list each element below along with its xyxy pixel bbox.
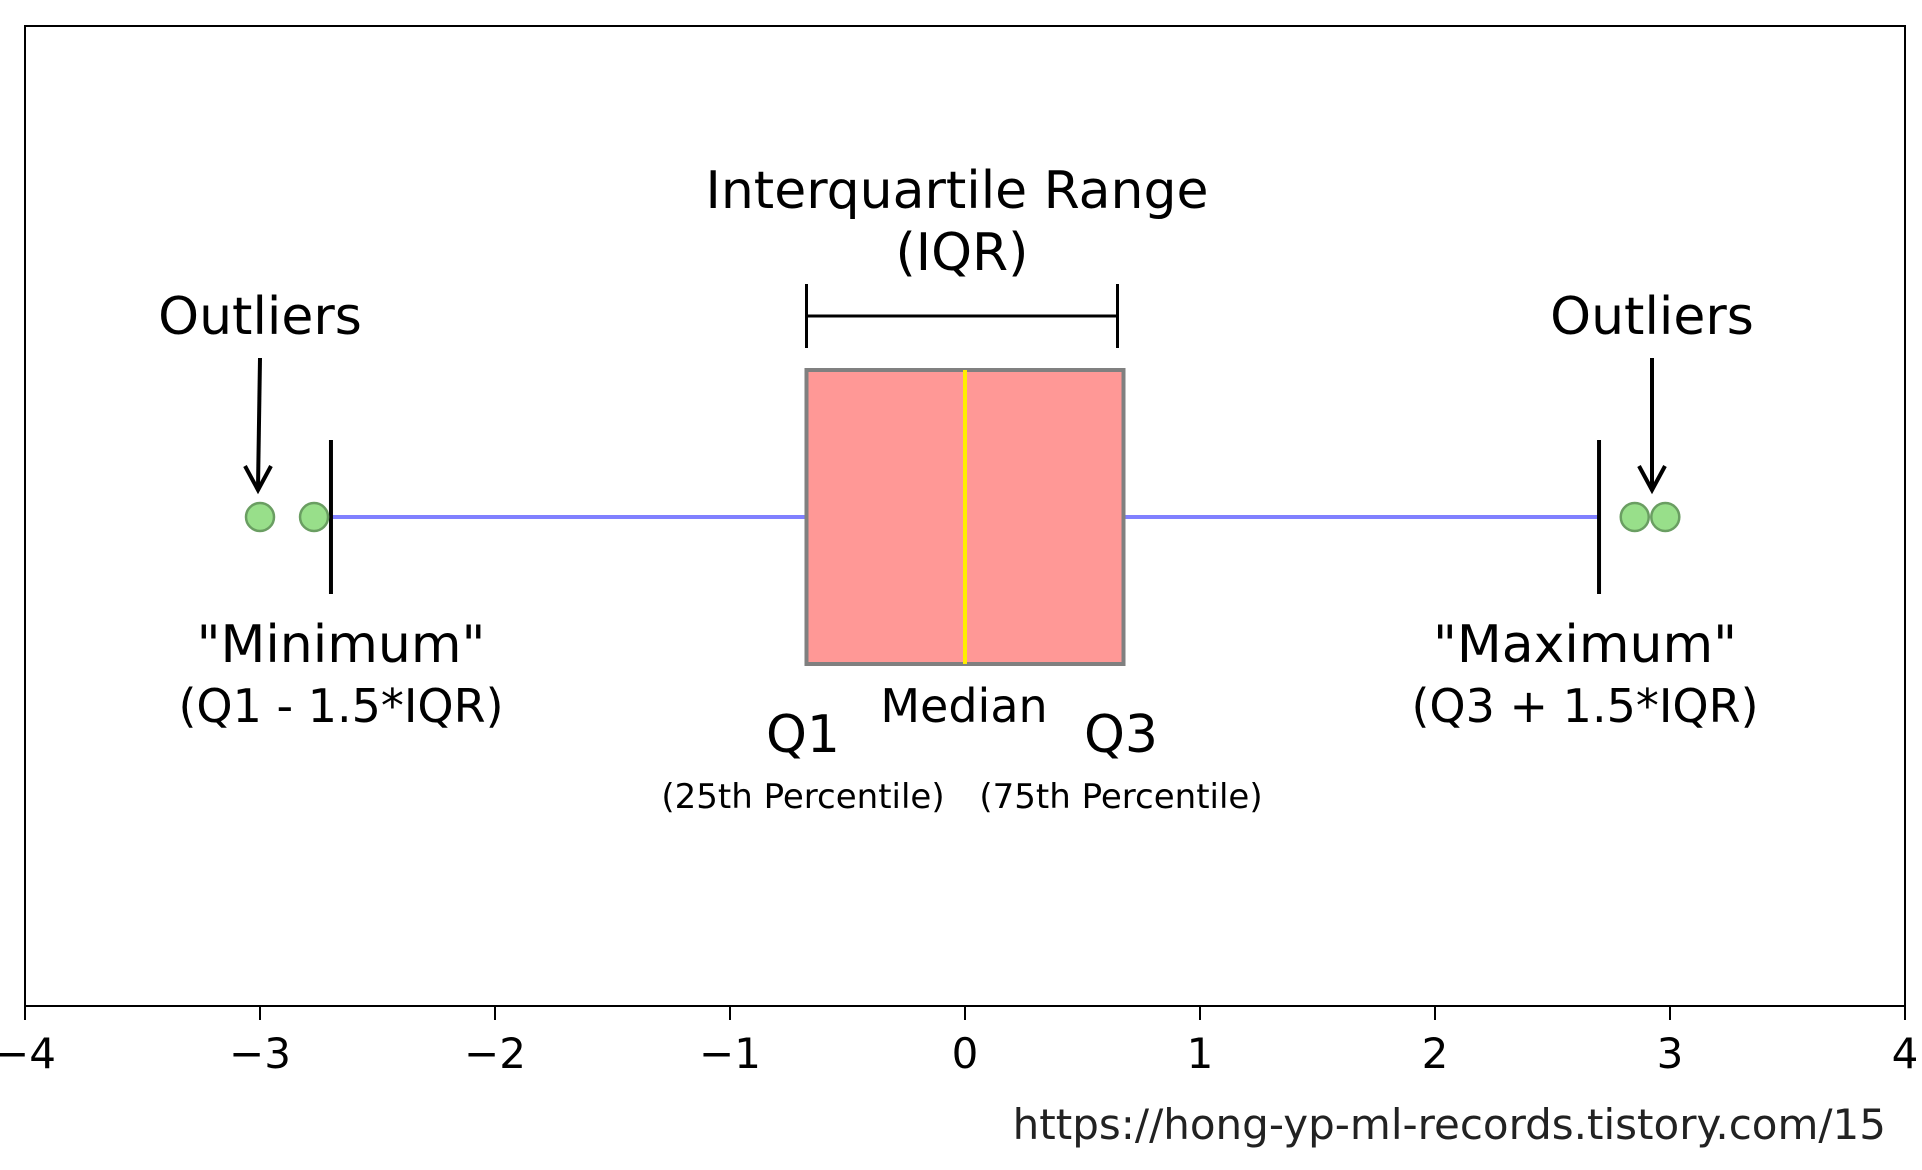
minimum-label: "Minimum" bbox=[197, 615, 486, 675]
x-tick-label: −2 bbox=[464, 1029, 526, 1078]
maximum-formula: (Q3 + 1.5*IQR) bbox=[1411, 679, 1758, 733]
x-axis: −4 −3 −2 −1 0 1 2 3 4 bbox=[0, 1006, 1918, 1078]
iqr-bracket bbox=[804, 284, 1120, 348]
median-label: Median bbox=[880, 679, 1047, 733]
x-tick-label: 1 bbox=[1187, 1029, 1214, 1078]
q1-sublabel: (25th Percentile) bbox=[661, 777, 944, 817]
x-tick-label: 3 bbox=[1657, 1029, 1684, 1078]
x-tick-label: −1 bbox=[699, 1029, 761, 1078]
q3-sublabel: (75th Percentile) bbox=[979, 777, 1262, 817]
q1-label: Q1 bbox=[766, 705, 840, 765]
outlier-point bbox=[298, 501, 330, 533]
outliers-label-right: Outliers bbox=[1550, 287, 1754, 347]
x-tick-label: 2 bbox=[1422, 1029, 1449, 1078]
outlier-points bbox=[244, 501, 1681, 533]
x-tick-label: −3 bbox=[229, 1029, 291, 1078]
x-tick-label: −4 bbox=[0, 1029, 56, 1078]
iqr-title: Interquartile Range bbox=[706, 161, 1209, 221]
outlier-point bbox=[1650, 501, 1681, 533]
outlier-point bbox=[1619, 501, 1650, 533]
outlier-arrow-left bbox=[243, 357, 273, 495]
source-url: https://hong-yp-ml-records.tistory.com/1… bbox=[1012, 1100, 1886, 1149]
outlier-point bbox=[244, 501, 276, 533]
maximum-label: "Maximum" bbox=[1433, 615, 1737, 675]
outliers-label-left: Outliers bbox=[158, 287, 362, 347]
x-tick-label: 4 bbox=[1892, 1029, 1919, 1078]
x-tick-label: 0 bbox=[952, 1029, 979, 1078]
minimum-formula: (Q1 - 1.5*IQR) bbox=[178, 679, 503, 733]
outlier-arrow-right bbox=[1637, 358, 1667, 495]
q3-label: Q3 bbox=[1084, 705, 1158, 765]
iqr-abbrev: (IQR) bbox=[896, 223, 1029, 283]
